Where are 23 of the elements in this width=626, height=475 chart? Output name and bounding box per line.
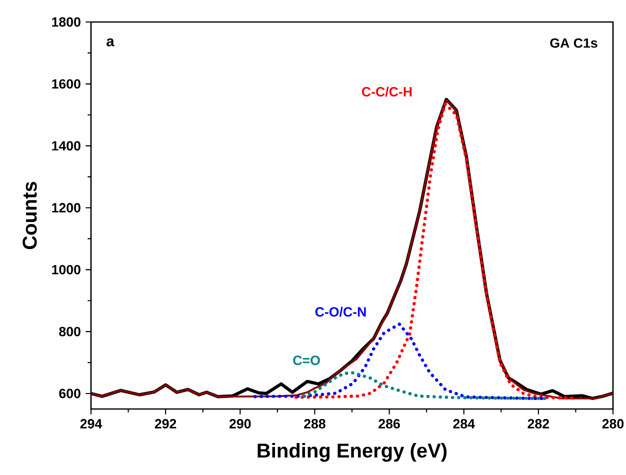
y-tick-label: 1800	[52, 17, 80, 27]
x-tick-label: 280	[602, 419, 624, 428]
text: C-C/C-H	[362, 86, 412, 97]
line-series	[302, 371, 548, 400]
x-tick-label: 294	[80, 419, 102, 428]
y-tick-label: 800	[59, 326, 80, 336]
x-tick-label: 282	[528, 419, 549, 428]
x-tick-label: 288	[304, 419, 326, 428]
x-tick-label: 286	[378, 419, 400, 428]
y-axis-title: Counts	[22, 182, 37, 250]
annotation: GA C1s	[550, 38, 598, 48]
x-tick-label: 290	[229, 419, 251, 428]
y-tick-label: 1400	[52, 141, 80, 151]
annotation: a	[106, 38, 114, 46]
series-label: C-O/C-N	[315, 306, 366, 317]
x-tick-label: 292	[154, 419, 176, 428]
y-tick-label: 1600	[52, 79, 80, 89]
x-axis-title: Binding Energy (eV)	[258, 442, 447, 462]
y-tick-label: 1000	[52, 264, 80, 274]
x-tick-label: 284	[453, 419, 475, 428]
series-label: C=O	[293, 356, 320, 366]
y-tick-label: 1200	[52, 203, 80, 212]
y-tick-label: 600	[59, 388, 80, 398]
